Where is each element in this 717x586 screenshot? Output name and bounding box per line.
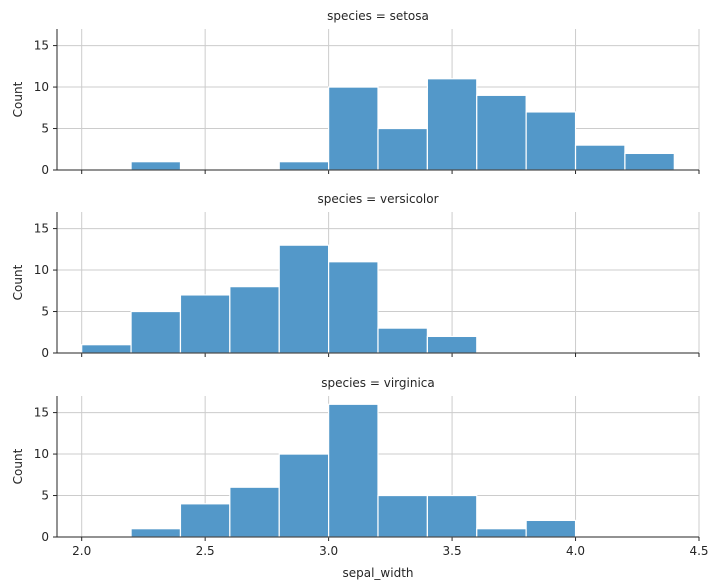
histogram-bar <box>278 161 330 171</box>
facet-title: species = versicolor <box>317 192 438 206</box>
histogram-bar <box>179 294 231 354</box>
histogram-bar <box>328 261 379 354</box>
histogram-bar <box>525 519 577 538</box>
x-tick-label: 4.0 <box>566 544 585 558</box>
y-tick-label: 15 <box>34 39 49 53</box>
histogram-bar <box>476 528 527 538</box>
histogram-bar <box>426 335 478 354</box>
histogram-bar <box>81 344 132 354</box>
histogram-bar <box>426 78 478 171</box>
facet-panel: species = setosa 0 5 10 15 Count <box>11 9 700 177</box>
histogram-bar <box>229 286 280 354</box>
x-axis-label: sepal_width <box>342 566 413 580</box>
histogram-bar <box>525 111 577 171</box>
histogram-bar <box>179 503 231 538</box>
y-tick-label: 10 <box>34 263 49 277</box>
y-tick-label: 10 <box>34 80 49 94</box>
histogram-bar <box>130 310 182 354</box>
histogram-bar <box>278 453 330 538</box>
facet-panel: species = versicolor 0 5 10 15 Count <box>11 192 700 360</box>
histogram-bar <box>377 327 428 354</box>
histogram-bar <box>130 161 182 171</box>
histogram-bar <box>476 94 527 171</box>
y-tick-label: 5 <box>41 305 49 319</box>
histogram-bar <box>328 86 379 171</box>
x-tick-label: 3.0 <box>319 544 338 558</box>
x-tick-label: 2.5 <box>196 544 215 558</box>
y-tick-label: 5 <box>41 489 49 503</box>
y-axis-label: Count <box>11 448 25 484</box>
y-axis-label: Count <box>11 81 25 117</box>
y-axis-label: Count <box>11 264 25 300</box>
histogram-bar <box>377 127 428 171</box>
histogram-bar <box>574 144 626 171</box>
histogram-bar <box>130 528 182 538</box>
facet-title: species = setosa <box>327 9 429 23</box>
histogram-bar <box>624 152 675 171</box>
y-tick-label: 0 <box>41 530 49 544</box>
histogram-bar <box>278 244 330 354</box>
histogram-bar <box>328 403 379 538</box>
y-tick-label: 10 <box>34 447 49 461</box>
histogram-bar <box>426 494 478 538</box>
y-tick-label: 15 <box>34 222 49 236</box>
y-tick-label: 15 <box>34 406 49 420</box>
y-tick-label: 0 <box>41 346 49 360</box>
y-tick-label: 0 <box>41 163 49 177</box>
x-tick-label: 2.0 <box>72 544 91 558</box>
histogram-bar <box>229 486 280 538</box>
facet-panel: species = virginica 2.0 2.5 3.0 3.5 4.0 4.5 0 5 1… <box>11 376 709 558</box>
y-tick-label: 5 <box>41 122 49 136</box>
x-tick-label: 4.5 <box>689 544 708 558</box>
x-tick-label: 3.5 <box>443 544 462 558</box>
histogram-bar <box>377 494 428 538</box>
facet-title: species = virginica <box>321 376 435 390</box>
